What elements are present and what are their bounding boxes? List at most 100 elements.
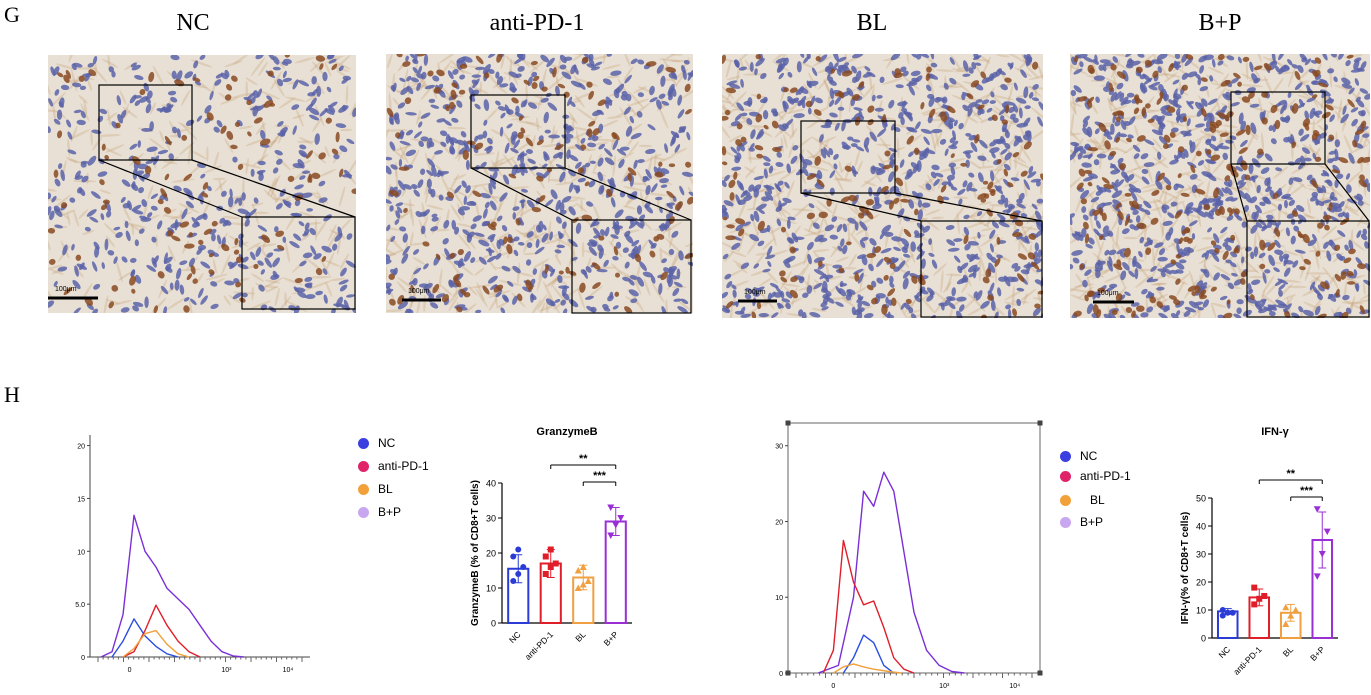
significance-label: ***: [593, 470, 607, 482]
x-tick-label-b-p: B+P: [1308, 644, 1327, 663]
frame-corner-3: [1037, 670, 1043, 676]
point-anti-pd-1: [542, 553, 549, 560]
y-tick-label: 30: [486, 514, 496, 524]
x-tick-label: 0: [831, 683, 835, 690]
x-tick-label-bl: BL: [1281, 644, 1296, 659]
y-tick-label: 30: [775, 444, 783, 451]
y-tick-label: 30: [1196, 550, 1206, 560]
legend-1-bp-dot: [358, 506, 369, 518]
legend-1-anti-pd-1: anti-PD-1: [358, 459, 429, 473]
y-tick-label: 20: [1196, 578, 1206, 588]
y-axis-label: IFN-γ(% of CD8+T cells): [1180, 512, 1191, 625]
panel-g-letter: G: [4, 2, 20, 27]
x-tick-label: 10⁴: [1009, 683, 1020, 690]
y-tick-label: 40: [486, 479, 496, 489]
point-nc: [515, 546, 522, 553]
point-nc: [510, 578, 517, 584]
y-tick-label: 0: [779, 671, 783, 678]
x-tick-label-b-p: B+P: [602, 629, 621, 648]
point-nc: [515, 571, 522, 577]
barchart-granzymeb: GranzymeB GranzymeB (% of CD8+T cells) 0 10…: [470, 426, 632, 662]
point-anti-pd-1: [542, 571, 549, 577]
scale-label-nc: 100μm: [55, 286, 77, 293]
chart-title: IFN-γ: [1261, 426, 1289, 438]
legend-1-nc-label: NC: [378, 436, 396, 450]
x-tick-label-anti-pd-1: anti-PD-1: [1231, 644, 1264, 677]
histogram-series-nc: [111, 618, 179, 658]
legend-1-anti-pd-1-label: anti-PD-1: [378, 459, 429, 473]
micrograph-bl: [722, 54, 1043, 318]
histogram-series-bl: [833, 663, 902, 674]
micrograph-anti-pd-1: [386, 54, 693, 313]
barchart-ifn-gamma: IFN-γ IFN-γ(% of CD8+T cells) 0 10 20 30 40 50 N…: [1180, 426, 1338, 677]
legend-1-bl-label: BL: [378, 482, 393, 496]
x-tick-label-nc: NC: [507, 629, 523, 645]
legend-2-anti-pd-1-dot: [1060, 470, 1071, 482]
point-b-p: [617, 515, 625, 522]
point-anti-pd-1: [552, 560, 559, 567]
legend-2-bl-label: BL: [1090, 493, 1105, 507]
bar-b-p: [604, 520, 627, 624]
point-nc: [1219, 607, 1226, 613]
scale-label-bp: 100μm: [1097, 290, 1119, 297]
histogram-series-anti-pd-1: [122, 604, 201, 658]
scale-label-anti-pd-1: 100μm: [408, 288, 430, 295]
significance-label: ***: [1300, 485, 1314, 497]
legend-2-nc: NC: [1060, 449, 1097, 463]
point-anti-pd-1: [1261, 593, 1268, 599]
point-anti-pd-1: [547, 564, 554, 570]
legend-2-bp-label: B+P: [1080, 515, 1104, 529]
legend-1-nc: NC: [358, 436, 395, 450]
y-tick-label: 15: [77, 496, 85, 503]
scale-label-bl: 100μm: [744, 289, 766, 296]
x-tick-label: 10⁴: [283, 667, 294, 674]
x-tick-label-nc: NC: [1216, 644, 1232, 660]
legend-2-nc-label: NC: [1080, 449, 1098, 463]
legend-1-nc-dot: [358, 437, 369, 449]
y-tick-label: 0: [491, 619, 496, 629]
point-bl: [1287, 612, 1295, 619]
legend-2-bp-dot: [1060, 516, 1071, 528]
histogram-series-anti-pd-1: [822, 539, 915, 674]
point-bl: [579, 563, 587, 570]
point-b-p: [1313, 573, 1321, 580]
legend-1-bp-label: B+P: [378, 505, 402, 519]
histogram-granzymeb: 0 5.0 10 15 20 0 10³ 10⁴: [75, 435, 310, 674]
point-bl: [1282, 620, 1290, 627]
y-tick-label: 0: [81, 655, 85, 662]
y-tick-label: 40: [1196, 522, 1206, 532]
ihc-title-bl: BL: [856, 10, 888, 36]
significance-label: **: [579, 453, 588, 465]
histogram-series-b-p: [817, 471, 965, 674]
y-tick-label: 50: [1196, 494, 1206, 504]
micrograph-bp: [1070, 54, 1370, 318]
plot-frame: [787, 422, 1041, 674]
ihc-title-nc: NC: [176, 10, 210, 36]
point-b-p: [607, 504, 615, 511]
point-nc: [1229, 609, 1236, 616]
histogram-series-bl: [122, 629, 190, 658]
x-tick-label: 0: [128, 667, 132, 674]
point-anti-pd-1: [1251, 584, 1258, 591]
legend-2-anti-pd-1: anti-PD-1: [1060, 469, 1131, 483]
chart-title: GranzymeB: [536, 426, 597, 438]
y-tick-label: 0: [1201, 634, 1206, 644]
point-b-p: [1323, 528, 1331, 536]
legend-2-bl-dot: [1060, 494, 1071, 506]
x-tick-label-anti-pd-1: anti-PD-1: [523, 629, 556, 662]
x-tick-label-bl: BL: [573, 629, 588, 644]
point-nc: [520, 564, 527, 570]
frame-corner-1: [1037, 420, 1043, 426]
histogram-series-nc: [842, 634, 895, 674]
point-b-p: [612, 522, 620, 529]
y-tick-label: 20: [486, 549, 496, 559]
point-nc: [510, 553, 517, 560]
legend-1-bl: BL: [358, 482, 393, 496]
point-bl: [584, 577, 592, 584]
panel-h-letter: H: [4, 382, 20, 407]
legend-2-anti-pd-1-label: anti-PD-1: [1080, 469, 1131, 483]
frame-corner-0: [785, 420, 791, 426]
legend-2-bp: B+P: [1060, 515, 1103, 529]
point-anti-pd-1: [1251, 601, 1258, 608]
point-bl: [574, 567, 582, 574]
